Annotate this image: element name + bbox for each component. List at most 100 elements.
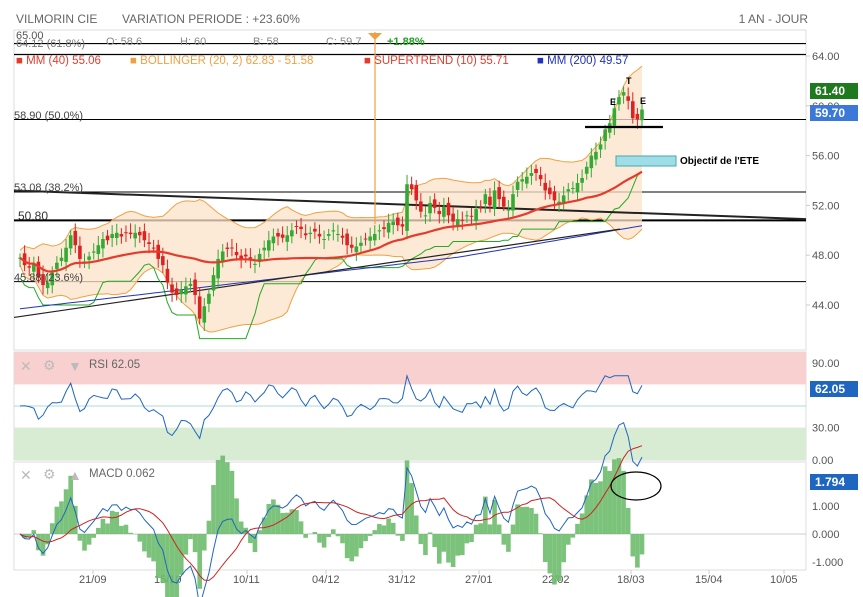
macd-histogram-bar xyxy=(496,524,502,534)
candle-body xyxy=(331,230,336,232)
rsi-y-tick-label: 0.00 xyxy=(812,455,833,467)
legend-supertrend[interactable]: ■ SUPERTREND (10) 55.71 xyxy=(364,55,509,67)
legend-bollinger[interactable]: ■ BOLLINGER (20, 2) 62.83 - 51.58 xyxy=(130,55,313,67)
hs-head-label: T xyxy=(626,76,632,86)
rsi-close-icon[interactable]: ✕ xyxy=(20,358,32,374)
legend-bollinger-swatch: ■ xyxy=(130,55,137,67)
macd-histogram-bar xyxy=(354,534,359,557)
candle-body xyxy=(290,230,294,237)
macd-histogram-bar xyxy=(469,534,474,543)
macd-histogram-bar xyxy=(54,506,60,534)
period-selector[interactable]: 1 AN - JOUR xyxy=(738,12,808,26)
macd-panel-frame xyxy=(13,461,807,571)
falling-trendline xyxy=(13,189,807,221)
candle-body xyxy=(184,286,188,295)
candle-body xyxy=(396,217,400,226)
macd-histogram-bar xyxy=(589,479,594,534)
macd-histogram-bar xyxy=(215,459,221,534)
candle-body xyxy=(267,240,271,251)
level-5080-label: 50.80 xyxy=(18,209,49,223)
candle-body xyxy=(322,239,326,241)
mm200-line xyxy=(19,225,643,310)
macd-histogram-bar xyxy=(261,517,267,534)
candle-body xyxy=(193,279,197,296)
macd-histogram-bar xyxy=(473,524,479,534)
price-tag-close: 61.40 xyxy=(810,83,858,99)
rising-trendline xyxy=(13,228,621,319)
macd-histogram-bar xyxy=(446,534,451,563)
candle-body xyxy=(359,242,363,246)
candle-body xyxy=(313,228,317,232)
macd-histogram-bar xyxy=(114,511,120,534)
candle-body xyxy=(165,268,170,283)
macd-histogram-bar xyxy=(188,534,193,540)
macd-histogram-bar xyxy=(598,481,603,534)
legend-bollinger-value: 62.83 - 51.58 xyxy=(245,55,314,67)
macd-histogram-bar xyxy=(280,512,285,534)
candle-body xyxy=(548,187,552,195)
candle-body xyxy=(451,213,455,222)
macd-histogram-bar xyxy=(367,534,373,536)
candle-body xyxy=(603,129,607,142)
variation-period: VARIATION PERIODE : +23.60% xyxy=(122,12,300,26)
candle-body xyxy=(368,236,372,241)
legend-mm40[interactable]: ■ MM (40) 55.06 xyxy=(16,55,101,67)
candle-body xyxy=(589,155,594,169)
candle-body xyxy=(119,234,124,237)
ohlc-low: B: 58 xyxy=(253,36,279,48)
macd-histogram-bar xyxy=(515,504,520,534)
candle-body xyxy=(299,226,303,230)
macd-histogram-bar xyxy=(524,506,530,534)
macd-histogram-bar xyxy=(552,534,557,585)
macd-histogram-bar xyxy=(556,534,562,582)
candle-body xyxy=(405,184,409,231)
macd-histogram-bar xyxy=(229,470,235,534)
macd-histogram-bar xyxy=(418,534,424,545)
macd-move-up-icon[interactable]: ▲ xyxy=(68,467,82,483)
macd-histogram-bar xyxy=(423,534,428,556)
main-panel-frame xyxy=(13,29,807,351)
bollinger-lower-line xyxy=(19,217,643,333)
x-tick-label: 31/12 xyxy=(388,574,416,586)
candle-body xyxy=(543,182,548,191)
candle-body xyxy=(630,101,635,119)
macd-histogram-bar xyxy=(146,534,152,558)
fib-top-label: 65.00 xyxy=(16,30,44,42)
macd-histogram-bar xyxy=(612,459,617,534)
legend-mm200[interactable]: ■ MM (200) 49.57 xyxy=(537,55,628,67)
macd-histogram-bar xyxy=(441,534,447,552)
candle-body xyxy=(142,231,147,241)
candle-body xyxy=(580,178,584,183)
macd-histogram-bar xyxy=(206,520,212,534)
candle-body xyxy=(483,194,488,205)
candle-body xyxy=(294,225,299,227)
macd-histogram-bar xyxy=(510,524,516,534)
macd-histogram-bar xyxy=(436,534,442,564)
macd-histogram-bar xyxy=(565,534,571,545)
macd-histogram-bar xyxy=(238,521,244,534)
macd-histogram-bar xyxy=(192,534,198,553)
rsi-move-down-icon[interactable]: ▼ xyxy=(68,358,82,374)
macd-histogram-bar xyxy=(326,534,331,537)
macd-title-text: MACD xyxy=(89,468,123,480)
rsi-overbought-zone xyxy=(14,352,806,385)
macd-histogram-bar xyxy=(570,534,576,538)
candle-body xyxy=(409,184,414,190)
candle-body xyxy=(506,209,511,211)
legend-supertrend-swatch: ■ xyxy=(364,55,371,67)
candle-body xyxy=(386,222,391,233)
macd-histogram-bar xyxy=(68,475,73,534)
bollinger-band-fill xyxy=(20,66,642,332)
rsi-line xyxy=(19,373,643,440)
candle-body xyxy=(133,232,137,239)
candle-body xyxy=(68,235,73,249)
macd-histogram-bar xyxy=(464,534,470,544)
macd-histogram-bar xyxy=(455,534,461,556)
macd-histogram-bar xyxy=(151,534,156,562)
rsi-title: RSI 62.05 xyxy=(89,359,140,371)
macd-settings-icon[interactable]: ⚙ xyxy=(43,466,56,482)
candle-body xyxy=(216,258,220,279)
macd-close-icon[interactable]: ✕ xyxy=(20,467,32,483)
rsi-settings-icon[interactable]: ⚙ xyxy=(43,357,56,373)
candle-body xyxy=(520,179,525,182)
